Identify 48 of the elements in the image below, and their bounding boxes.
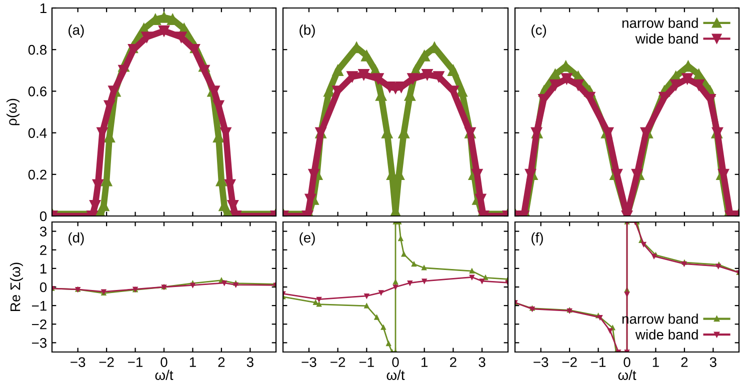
x-tick-label: 1 bbox=[190, 357, 196, 367]
x-tick-label: −3 bbox=[302, 357, 316, 368]
x-axis-title: ω/t bbox=[155, 370, 174, 380]
y-tick-label: 0.2 bbox=[28, 170, 46, 180]
legend-label: wide band bbox=[635, 33, 698, 44]
annotation: (b) bbox=[300, 24, 315, 38]
annotation: (d) bbox=[68, 232, 84, 246]
y-tick-label: 0.6 bbox=[28, 86, 47, 96]
y-tick-label: 0.8 bbox=[28, 44, 47, 55]
annotation: (e) bbox=[300, 232, 315, 246]
x-tick-label: 0 bbox=[624, 357, 630, 368]
x-tick-label: −1 bbox=[591, 357, 606, 367]
x-tick-label: 0 bbox=[392, 357, 399, 368]
y-axis-title: ρ(ω) bbox=[6, 98, 20, 126]
annotation: (f) bbox=[532, 232, 543, 246]
y-tick-label: 3 bbox=[40, 226, 47, 236]
x-axis-title: ω/t bbox=[386, 370, 405, 380]
x-tick-label: 0 bbox=[160, 357, 168, 368]
x-tick-label: 3 bbox=[246, 357, 254, 368]
x-tick-label: −1 bbox=[359, 357, 374, 367]
y-tick-label: 0.4 bbox=[28, 128, 47, 138]
x-tick-label: 1 bbox=[422, 357, 428, 367]
y-axis-title: Re Σ(ω) bbox=[10, 262, 23, 312]
y-tick-label: −2 bbox=[32, 319, 46, 330]
x-tick-label: 2 bbox=[450, 357, 456, 367]
y-tick-label: 0 bbox=[40, 282, 47, 292]
x-tick-label: −2 bbox=[562, 357, 577, 367]
x-tick-label: 1 bbox=[652, 357, 659, 367]
y-tick-label: 1 bbox=[40, 264, 46, 274]
y-tick-label: −3 bbox=[32, 338, 47, 348]
x-tick-label: 2 bbox=[681, 357, 688, 367]
x-tick-label: −2 bbox=[330, 357, 346, 367]
x-tick-label: −3 bbox=[534, 357, 548, 368]
x-tick-label: 3 bbox=[710, 357, 716, 368]
x-axis-title: ω/t bbox=[618, 370, 636, 380]
annotation: (a) bbox=[68, 24, 84, 38]
legend-label: wide band bbox=[635, 329, 698, 340]
annotation: (c) bbox=[532, 24, 546, 38]
legend-label: narrow band bbox=[622, 18, 698, 28]
x-tick-label: 3 bbox=[478, 357, 486, 368]
y-tick-label: 0 bbox=[40, 211, 47, 222]
x-tick-label: −3 bbox=[70, 357, 86, 368]
y-tick-label: 1 bbox=[40, 3, 46, 14]
x-tick-label: 2 bbox=[218, 357, 225, 367]
y-tick-label: 2 bbox=[40, 245, 46, 255]
x-tick-label: −1 bbox=[128, 357, 143, 367]
x-tick-label: −2 bbox=[99, 357, 114, 367]
y-tick-label: −1 bbox=[32, 301, 46, 311]
